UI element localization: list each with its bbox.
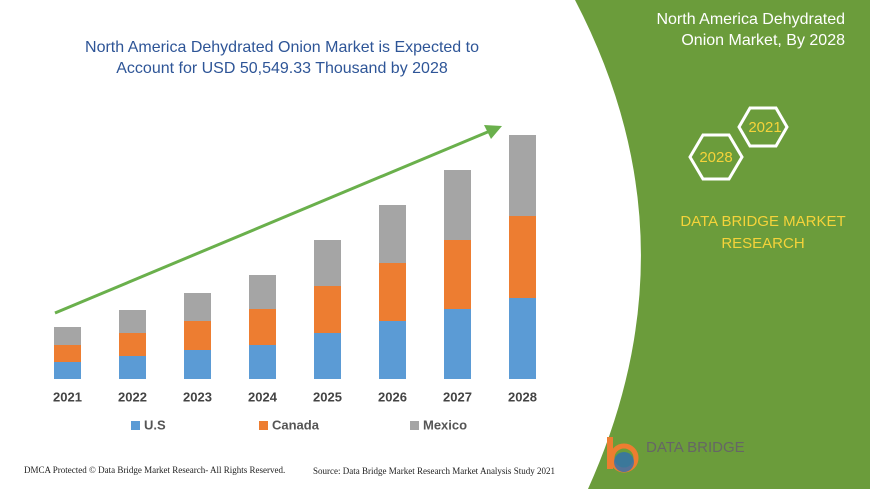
bar-segment <box>184 293 211 321</box>
hexagon-label: 2028 <box>699 149 732 166</box>
arrow-head <box>484 125 502 139</box>
footer-right: Source: Data Bridge Market Research Mark… <box>313 466 555 476</box>
bar-segment <box>379 321 406 379</box>
logo-dot <box>614 452 634 472</box>
bar-segment <box>184 350 211 379</box>
brand-text: DATA BRIDGE MARKET RESEARCH <box>680 213 846 252</box>
bar-segment <box>509 216 536 298</box>
bar-segment <box>249 275 276 309</box>
chart-title: North America Dehydrated Onion Market is… <box>85 39 479 77</box>
bar-segment <box>509 298 536 379</box>
bar-segment <box>184 321 211 350</box>
bar-segment <box>314 240 341 286</box>
logo-icon <box>607 437 639 473</box>
x-tick-label: 2027 <box>443 389 472 404</box>
x-tick-label: 2021 <box>53 389 82 404</box>
bar-segment <box>379 205 406 263</box>
bar-segment <box>249 345 276 379</box>
footer-left: DMCA Protected © Data Bridge Market Rese… <box>24 465 286 475</box>
hexagon <box>737 106 789 148</box>
bar-segment <box>119 333 146 356</box>
hexagon-label: 2021 <box>748 119 781 136</box>
hexagon <box>688 133 744 181</box>
trend-arrow <box>54 129 491 315</box>
legend-label: Canada <box>272 417 320 432</box>
bar-segment <box>54 362 81 379</box>
bar-segment <box>119 356 146 379</box>
x-tick-label: 2024 <box>248 389 278 404</box>
panel-title: North America Dehydrated Onion Market, B… <box>656 11 845 49</box>
bar-segment <box>119 310 146 333</box>
bar-segment <box>54 345 81 362</box>
bar-segment <box>444 240 471 309</box>
bar-segment <box>444 170 471 240</box>
legend-label: U.S <box>144 417 166 432</box>
bar-segment <box>509 135 536 216</box>
x-tick-label: 2022 <box>118 389 147 404</box>
legend-swatch <box>410 421 419 430</box>
x-tick-label: 2023 <box>183 389 212 404</box>
legend-swatch <box>259 421 268 430</box>
logo-text: DATA BRIDGE <box>646 439 745 456</box>
x-tick-label: 2026 <box>378 389 407 404</box>
logo-bar <box>607 437 613 469</box>
bar-segment <box>54 327 81 345</box>
x-tick-label: 2028 <box>508 389 537 404</box>
legend-label: Mexico <box>423 417 467 432</box>
bar-segment <box>249 309 276 345</box>
bar-segment <box>314 286 341 333</box>
bar-segment <box>314 333 341 379</box>
x-tick-label: 2025 <box>313 389 342 404</box>
side-panel <box>575 0 870 489</box>
bar-segment <box>444 309 471 379</box>
legend-swatch <box>131 421 140 430</box>
bar-segment <box>379 263 406 321</box>
